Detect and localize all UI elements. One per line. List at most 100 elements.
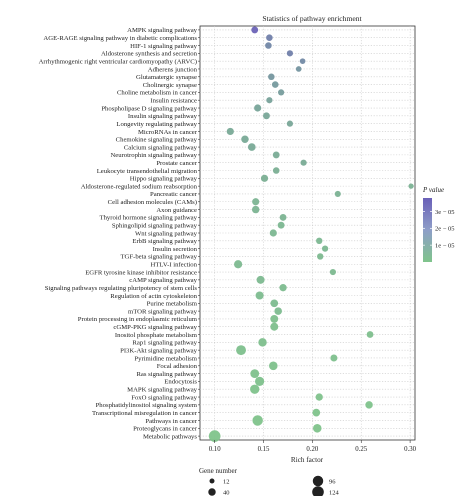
data-point bbox=[279, 213, 287, 221]
data-points bbox=[208, 26, 414, 442]
data-point bbox=[366, 331, 374, 338]
gene-number-legend-items: 12406896124 bbox=[207, 475, 340, 501]
data-point bbox=[274, 307, 282, 315]
gene-number-legend-title: Gene number bbox=[199, 467, 238, 475]
pathway-label: MicroRNAs in cancer bbox=[138, 129, 198, 136]
data-point bbox=[272, 151, 280, 159]
chart-title: Statistics of pathway enrichment bbox=[262, 14, 362, 23]
data-point bbox=[329, 268, 337, 276]
pathway-label: AGE-RAGE signaling pathway in diabetic c… bbox=[43, 35, 197, 42]
pathway-label: Leukocyte transendothelial migration bbox=[97, 168, 198, 175]
data-point bbox=[255, 291, 264, 300]
x-tick-label: 0.30 bbox=[404, 446, 416, 453]
pathway-label: HIF-1 signaling pathway bbox=[130, 43, 198, 50]
x-axis-title: Rich factor bbox=[291, 456, 324, 464]
pathway-label: PI3K-Akt signaling pathway bbox=[120, 347, 198, 354]
data-point bbox=[260, 174, 269, 182]
gene-number-swatch bbox=[208, 488, 216, 496]
gene-number-label: 96 bbox=[329, 478, 336, 485]
data-point bbox=[317, 253, 324, 260]
gene-number-label: 12 bbox=[223, 478, 230, 485]
colorbar-label: 1e − 05 bbox=[435, 242, 455, 249]
colorbar-label: 3e − 05 bbox=[435, 209, 455, 216]
pathway-label: Cholinergic synapse bbox=[143, 82, 197, 89]
pathway-label: Glutamatergic synapse bbox=[136, 74, 197, 81]
pathway-label: Chemokine signaling pathway bbox=[116, 137, 198, 144]
pathway-label: Endocytosis bbox=[164, 379, 197, 386]
data-point bbox=[279, 284, 287, 292]
pathway-label: Aldosterone synthesis and secretion bbox=[101, 51, 198, 58]
pathway-label: Insulin resistance bbox=[150, 98, 197, 105]
data-point bbox=[295, 66, 302, 72]
data-point bbox=[321, 245, 329, 252]
pathway-label: Pancreatic cancer bbox=[150, 191, 198, 198]
colorbar-label: 2e − 05 bbox=[435, 226, 455, 233]
data-point bbox=[286, 120, 294, 127]
data-point bbox=[278, 89, 285, 96]
data-point bbox=[234, 260, 243, 269]
pathway-label: Signaling pathways regulating pluripoten… bbox=[45, 285, 198, 292]
x-axis: 0.10 0.15 0.20 0.25 0.30 bbox=[209, 440, 417, 453]
pathway-label: Purine metabolism bbox=[147, 301, 198, 308]
gene-number-swatch bbox=[209, 478, 215, 484]
data-point bbox=[208, 430, 221, 442]
gene-number-swatch bbox=[312, 486, 324, 498]
pathway-label: Pathways in cancer bbox=[145, 418, 197, 425]
pathway-label: Insulin signaling pathway bbox=[128, 113, 198, 120]
pathway-label: Thyroid hormone signaling pathway bbox=[99, 215, 197, 222]
pathway-label: Calcium signaling pathway bbox=[124, 144, 198, 151]
data-point bbox=[266, 97, 273, 104]
pathway-label: Axon guidance bbox=[156, 207, 197, 214]
data-point bbox=[271, 81, 279, 88]
gene-number-swatch bbox=[312, 475, 324, 487]
data-point bbox=[256, 275, 265, 284]
p-value-legend: P value 3e − 05 2e − 05 1e − 05 bbox=[422, 186, 455, 262]
data-point bbox=[269, 361, 278, 371]
x-tick-label: 0.10 bbox=[209, 446, 221, 453]
pathway-label: Insulin secretion bbox=[153, 246, 198, 253]
gene-number-label: 124 bbox=[329, 489, 340, 496]
grid-layer bbox=[200, 26, 415, 440]
data-point bbox=[300, 159, 307, 166]
data-point bbox=[316, 237, 323, 245]
pathway-label: Arrhythmogenic right ventricular cardiom… bbox=[39, 58, 197, 65]
pathway-label: Regulation of actin cytoskeleton bbox=[110, 293, 197, 300]
pathway-label: Cell adhesion molecules (CAMs) bbox=[108, 199, 197, 206]
pathway-label: cAMP signaling pathway bbox=[129, 277, 197, 284]
data-point bbox=[312, 408, 321, 417]
pathway-label: Ras signaling pathway bbox=[136, 371, 197, 378]
pathway-label: cGMP-PKG signaling pathway bbox=[113, 324, 197, 331]
pathway-label: Inositol phosphate metabolism bbox=[115, 332, 198, 339]
data-point bbox=[265, 42, 272, 49]
data-point bbox=[330, 354, 338, 362]
pathway-label: ErbB signaling pathway bbox=[132, 238, 197, 245]
data-point bbox=[270, 299, 279, 308]
data-point bbox=[255, 376, 265, 387]
pathway-label: Hippo signaling pathway bbox=[130, 176, 198, 183]
pathway-label: Transcriptional misregulation in cancer bbox=[92, 410, 198, 417]
data-point bbox=[263, 112, 270, 120]
pathway-label: Phospholipase D signaling pathway bbox=[101, 105, 197, 112]
x-tick-label: 0.20 bbox=[306, 446, 318, 453]
pathway-label: MAPK signaling pathway bbox=[127, 387, 197, 394]
pathway-label: Rap1 signaling pathway bbox=[132, 340, 197, 347]
data-point bbox=[269, 229, 277, 237]
data-point bbox=[277, 221, 285, 229]
data-point bbox=[250, 369, 260, 378]
data-point bbox=[252, 415, 263, 426]
p-value-colorbar bbox=[423, 198, 432, 262]
pathway-label: Aldosterone-regulated sodium reabsorptio… bbox=[81, 183, 198, 190]
data-point bbox=[247, 143, 256, 151]
data-point bbox=[299, 58, 306, 64]
data-point bbox=[236, 345, 246, 356]
data-point bbox=[312, 424, 322, 433]
data-point bbox=[250, 384, 260, 394]
gene-number-legend: Gene number 12406896124 bbox=[199, 467, 340, 501]
data-point bbox=[251, 26, 259, 34]
data-point bbox=[266, 34, 273, 41]
data-point bbox=[254, 104, 262, 112]
data-point bbox=[315, 393, 323, 401]
data-point bbox=[251, 205, 260, 214]
